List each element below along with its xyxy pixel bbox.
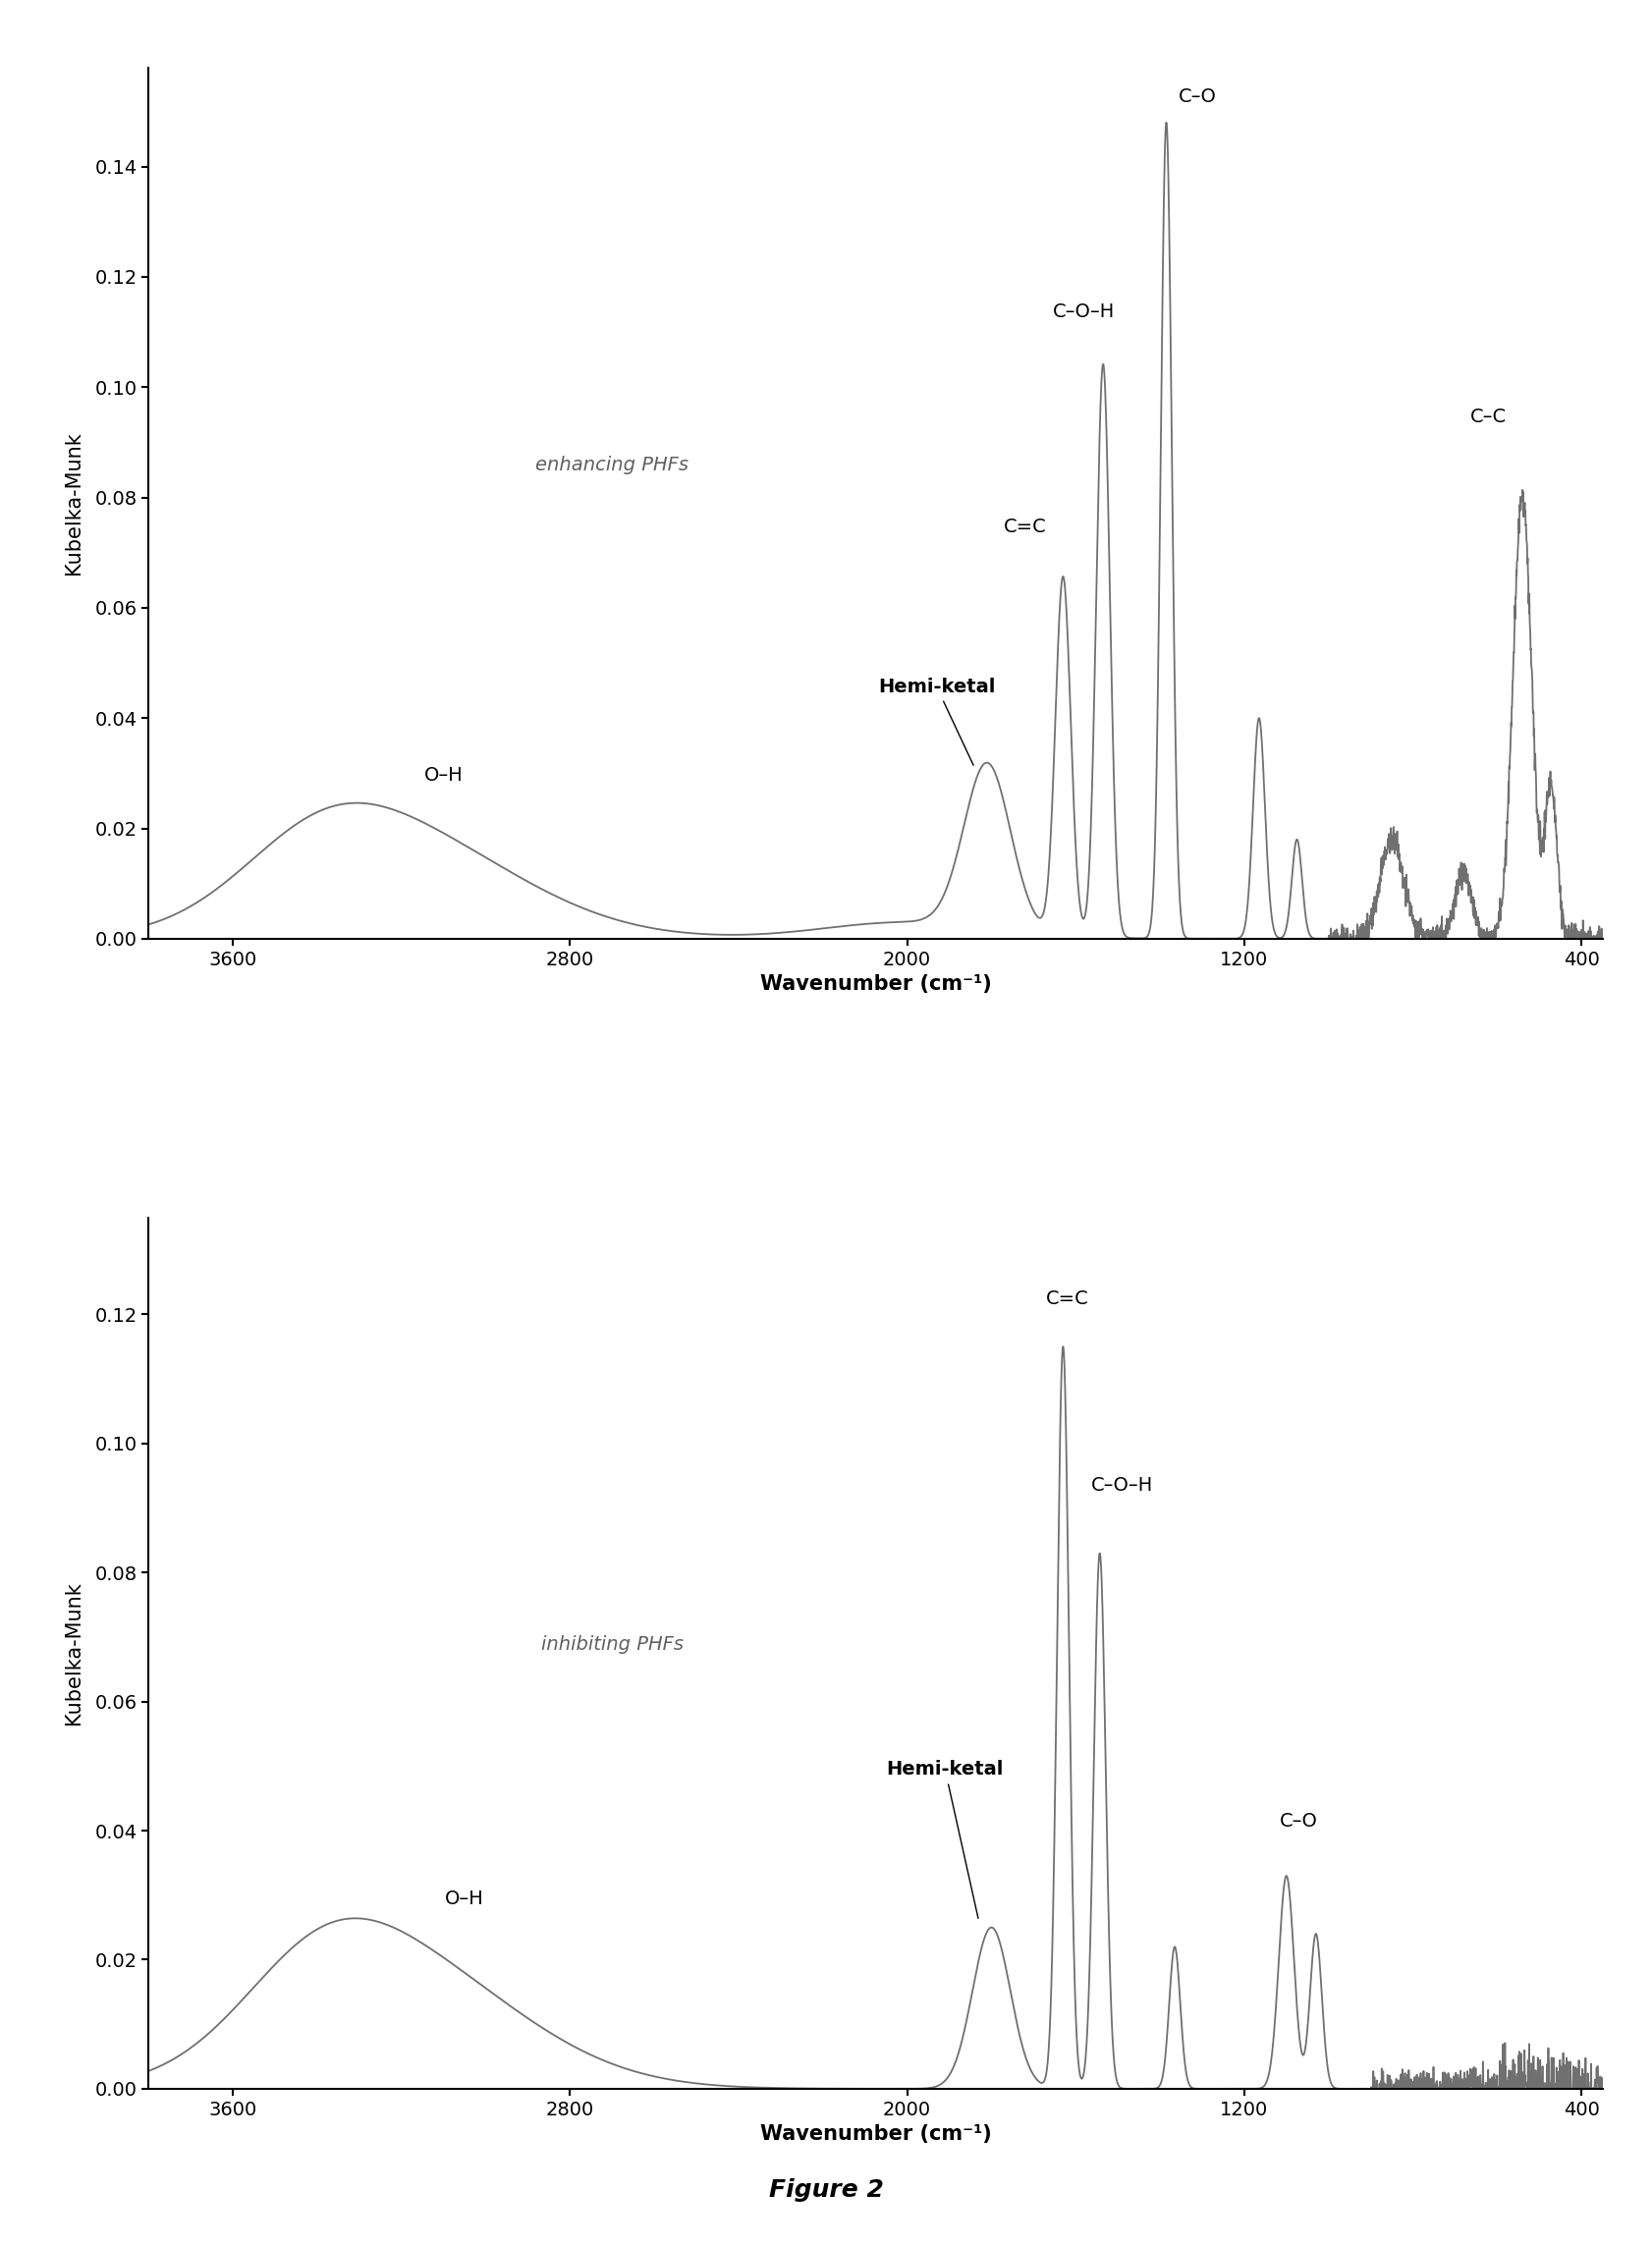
Text: C–O–H: C–O–H (1090, 1476, 1153, 1496)
Text: Hemi-ketal: Hemi-ketal (877, 678, 995, 766)
Text: O–H: O–H (425, 766, 463, 784)
Y-axis label: Kubelka-Munk: Kubelka-Munk (64, 1581, 84, 1725)
Text: C–O: C–O (1180, 88, 1218, 106)
Text: inhibiting PHFs: inhibiting PHFs (540, 1635, 684, 1653)
Text: enhancing PHFs: enhancing PHFs (535, 456, 689, 474)
Text: C–C: C–C (1470, 407, 1507, 427)
Text: C–O: C–O (1280, 1813, 1318, 1830)
X-axis label: Wavenumber (cm⁻¹): Wavenumber (cm⁻¹) (760, 2125, 991, 2145)
Text: C–O–H: C–O–H (1052, 303, 1115, 321)
Text: C=C: C=C (1046, 1289, 1089, 1307)
X-axis label: Wavenumber (cm⁻¹): Wavenumber (cm⁻¹) (760, 975, 991, 995)
Text: Hemi-ketal: Hemi-ketal (887, 1761, 1004, 1918)
Text: O–H: O–H (444, 1889, 484, 1909)
Y-axis label: Kubelka-Munk: Kubelka-Munk (64, 431, 84, 575)
Text: C=C: C=C (1004, 517, 1047, 537)
Text: Figure 2: Figure 2 (768, 2179, 884, 2201)
